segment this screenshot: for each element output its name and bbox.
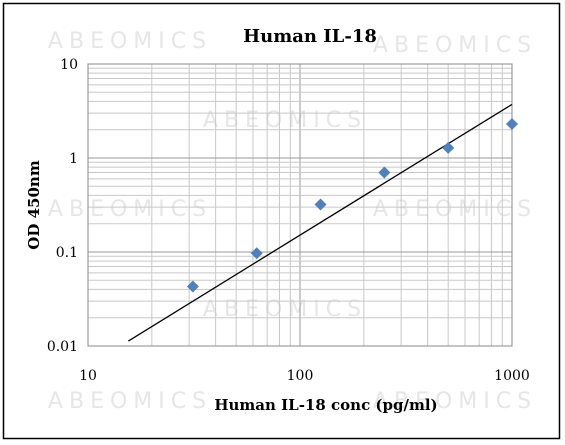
data-point [250, 247, 263, 260]
data-point [186, 280, 199, 293]
y-tick-label: 10 [60, 57, 78, 73]
grid-lines [88, 64, 512, 346]
x-axis-label: Human IL-18 conc (pg/ml) [214, 396, 437, 414]
y-tick-label: 1 [69, 151, 78, 167]
x-tick-label: 100 [287, 368, 314, 384]
chart-frame [2, 2, 561, 440]
data-point [314, 198, 327, 211]
watermark-text: ABEOMICS [48, 29, 212, 54]
x-tick-label: 1000 [494, 368, 530, 384]
data-point [442, 141, 455, 154]
data-point [378, 166, 391, 179]
watermark-text: ABEOMICS [373, 33, 537, 58]
watermark-text: ABEOMICS [373, 197, 537, 222]
chart-title: Human IL-18 [243, 26, 377, 47]
data-point [506, 117, 518, 130]
watermark-text: ABEOMICS [48, 389, 212, 414]
watermark-text: ABEOMICS [48, 197, 212, 222]
y-tick-labels: 0.01 0.1 1 10 [47, 57, 78, 355]
watermark-layer: ABEOMICS ABEOMICS ABEOMICS ABEOMICS ABEOMICS… [48, 29, 537, 414]
y-axis-label: OD 450nm [25, 160, 43, 250]
y-tick-label: 0.1 [56, 245, 78, 261]
plot-area [87, 63, 513, 347]
data-points [186, 117, 518, 293]
watermark-text: ABEOMICS [373, 389, 537, 414]
x-tick-labels: 10 100 1000 [79, 368, 530, 384]
x-tick-label: 10 [79, 368, 97, 384]
watermark-text: ABEOMICS [203, 108, 367, 133]
y-tick-label: 0.01 [47, 339, 78, 355]
